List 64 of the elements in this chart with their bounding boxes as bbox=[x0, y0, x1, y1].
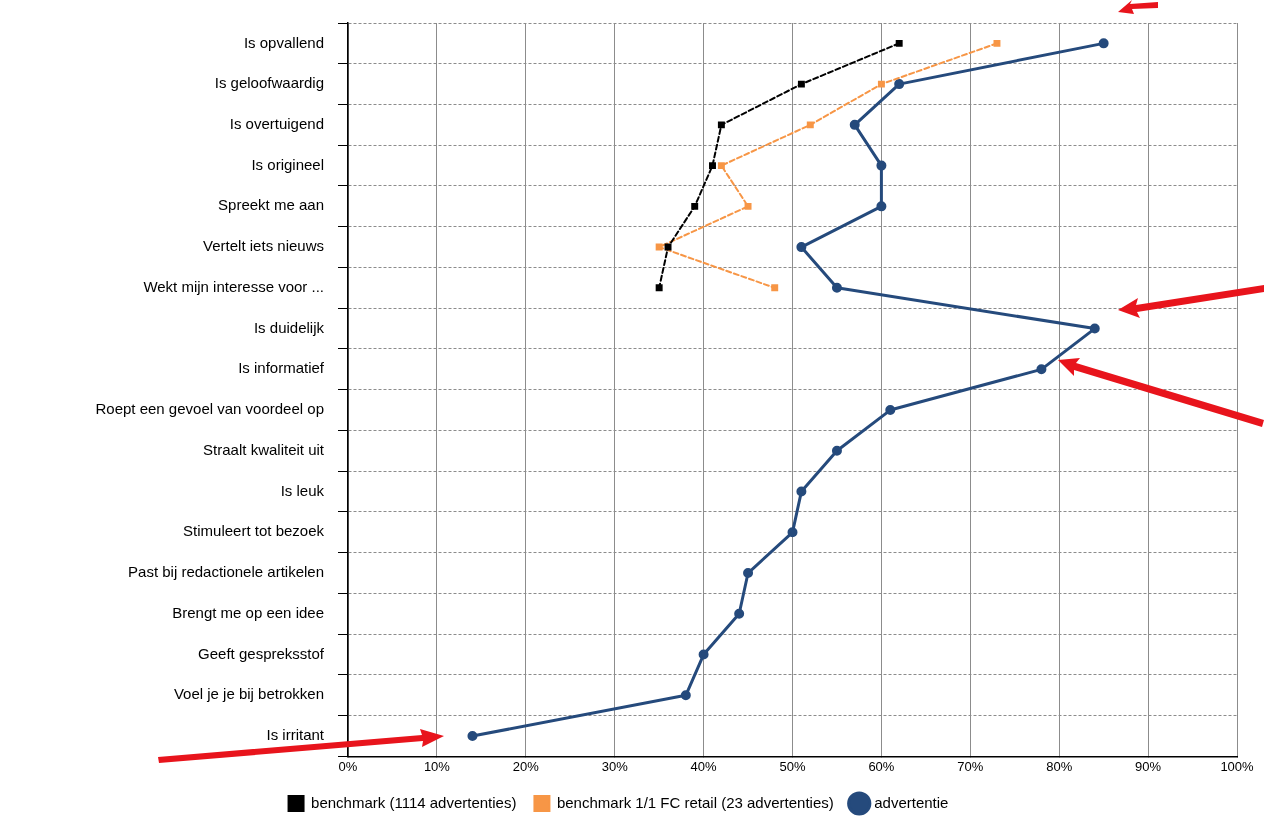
y-tick-label: Is opvallend bbox=[243, 33, 324, 51]
point bbox=[831, 445, 842, 456]
x-tick-label: 100% bbox=[1220, 758, 1255, 774]
x-tick-label: 90% bbox=[1135, 758, 1162, 774]
point bbox=[1036, 364, 1047, 375]
y-tick-label: Is leuk bbox=[280, 481, 325, 499]
point bbox=[698, 649, 709, 660]
y-tick-label: Voel je je bij betrokken bbox=[173, 685, 324, 703]
point bbox=[787, 527, 798, 538]
point bbox=[709, 162, 716, 170]
point bbox=[876, 201, 887, 212]
point bbox=[691, 202, 699, 210]
point bbox=[796, 242, 807, 253]
y-tick-label: Stimuleert tot bezoek bbox=[183, 522, 325, 540]
y-tick-label: Brengt me op een idee bbox=[172, 603, 324, 621]
y-tick-label: Is overtuigend bbox=[229, 115, 324, 132]
y-tick-label: Roept een gevoel van voordeel op bbox=[95, 400, 324, 418]
y-tick-label: Is irritant bbox=[266, 726, 325, 744]
point bbox=[806, 121, 814, 129]
y-tick-label: Geeft gespreksstof bbox=[198, 644, 325, 662]
y-tick-label: Past bij redactionele artikelen bbox=[128, 563, 324, 581]
point bbox=[664, 243, 672, 251]
point bbox=[744, 202, 752, 210]
x-tick-label: 20% bbox=[512, 758, 540, 774]
point bbox=[717, 162, 725, 170]
point bbox=[877, 80, 885, 88]
point bbox=[993, 39, 1001, 47]
legend-label: advertentie bbox=[874, 793, 949, 811]
y-tick-label: Spreekt me aan bbox=[218, 196, 324, 214]
point bbox=[1098, 38, 1109, 49]
point bbox=[849, 119, 860, 130]
point bbox=[717, 121, 725, 129]
point bbox=[796, 486, 807, 497]
point bbox=[734, 608, 745, 619]
point bbox=[895, 39, 903, 47]
point bbox=[743, 568, 754, 579]
y-tick-label: Straalt kwaliteit uit bbox=[203, 440, 325, 458]
point bbox=[467, 731, 478, 742]
x-tick-label: 70% bbox=[957, 758, 984, 774]
x-tick-label: 0% bbox=[338, 758, 358, 774]
point bbox=[655, 284, 663, 292]
y-tick-label: Is duidelijk bbox=[253, 318, 325, 336]
x-tick-label: 30% bbox=[601, 758, 629, 774]
point bbox=[680, 690, 691, 701]
point bbox=[771, 284, 779, 292]
y-tick-label: Is origineel bbox=[251, 155, 324, 173]
point bbox=[894, 79, 905, 90]
y-tick-label: Is informatief bbox=[238, 359, 325, 377]
legend-label: benchmark 1/1 FC retail (23 advertenties) bbox=[556, 793, 834, 811]
x-tick-label: 40% bbox=[690, 758, 718, 774]
point bbox=[655, 243, 663, 251]
point bbox=[885, 405, 896, 416]
point bbox=[876, 160, 887, 171]
point bbox=[1089, 323, 1100, 334]
x-tick-label: 80% bbox=[1046, 758, 1073, 774]
point bbox=[831, 282, 842, 293]
x-tick-label: 60% bbox=[868, 758, 895, 774]
x-tick-label: 50% bbox=[779, 758, 806, 774]
x-tick-label: 10% bbox=[423, 758, 451, 774]
y-tick-label: Wekt mijn interesse voor ... bbox=[143, 277, 324, 295]
y-tick-label: Is geloofwaardig bbox=[214, 74, 324, 92]
legend-label: benchmark (1114 advertenties) bbox=[311, 793, 517, 811]
y-tick-label: Vertelt iets nieuws bbox=[203, 237, 324, 255]
point bbox=[797, 80, 805, 88]
